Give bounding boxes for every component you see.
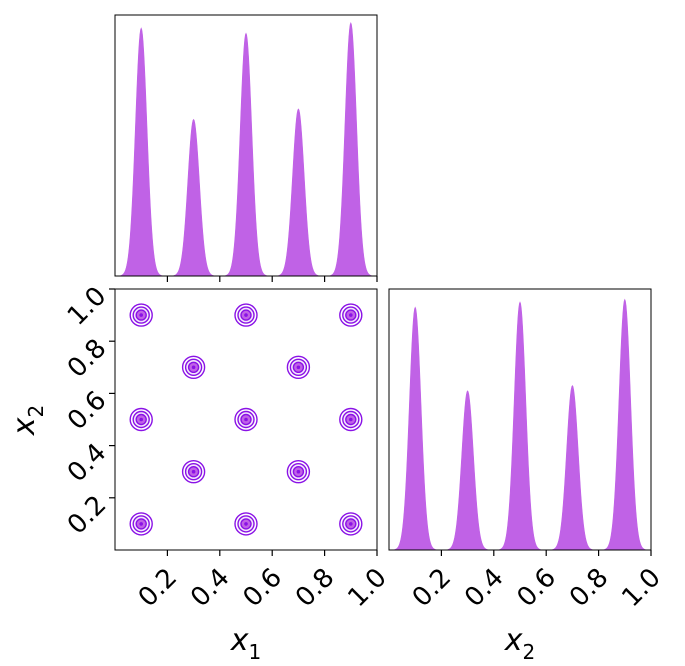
mode-6-center xyxy=(244,417,248,422)
x2-marginal-axis-label: x2 xyxy=(504,623,536,664)
joint-y-tick-label-4: 1.0 xyxy=(62,281,112,331)
marginal-x2-x-tick-label-4: 1.0 xyxy=(616,563,666,613)
joint-frame xyxy=(114,288,378,551)
marginal-x1-panel xyxy=(114,14,378,282)
joint-y-tick-label-0: 0.2 xyxy=(62,490,112,540)
mode-4-center xyxy=(296,365,301,370)
marginal-x2-x-tick-label-0: 0.2 xyxy=(407,563,457,613)
marginal-x1-frame xyxy=(114,14,378,277)
mode-2-center xyxy=(349,313,353,317)
joint-y-tick-label-1: 0.4 xyxy=(62,438,112,488)
mode-3-center xyxy=(191,365,196,370)
marginal-x2-frame xyxy=(388,288,652,551)
x1-axis-label-sub: 1 xyxy=(249,640,262,664)
mode-12-center xyxy=(349,522,353,526)
mode-1-center xyxy=(244,313,248,317)
marginal-x2-density-area xyxy=(388,298,652,551)
mode-11-center xyxy=(244,522,248,526)
joint-x-tick-label-4: 1.0 xyxy=(342,563,392,613)
joint-y-tick-label-2: 0.6 xyxy=(62,386,112,436)
x2-axis-label-base: x xyxy=(7,417,42,436)
joint-x-tick-label-2: 0.6 xyxy=(238,563,288,613)
marginal-x2-x-tick-label-3: 0.8 xyxy=(564,563,614,613)
x2-axis-label: x2 xyxy=(7,405,48,437)
mode-0-center xyxy=(139,313,143,317)
marginal-x2-panel: 0.2 0.4 0.6 0.8 1.0 xyxy=(388,288,667,613)
joint-x-tick-label-1: 0.4 xyxy=(185,563,235,613)
marginal-x1-density-area xyxy=(114,22,378,277)
x1-axis-label: x1 xyxy=(230,623,262,664)
joint-x1-x2-panel: 0.2 0.4 0.6 0.8 1.00.20.40.60.81.0 xyxy=(62,281,393,613)
mode-7-center xyxy=(349,417,353,422)
x2-axis-label-sub: 2 xyxy=(24,405,48,418)
mode-10-center xyxy=(139,522,143,526)
x2-marginal-axis-label-base: x xyxy=(504,623,523,658)
joint-x-tick-label-0: 0.2 xyxy=(133,563,183,613)
marginal-x2-x-tick-label-1: 0.4 xyxy=(459,563,509,613)
joint-x-tick-label-3: 0.8 xyxy=(290,563,340,613)
mode-9-center xyxy=(296,469,301,474)
joint-y-tick-label-3: 0.8 xyxy=(62,333,112,383)
marginal-x2-x-tick-label-2: 0.6 xyxy=(512,563,562,613)
x1-axis-label-base: x xyxy=(230,623,249,658)
x2-marginal-axis-label-sub: 2 xyxy=(523,640,536,664)
mode-8-center xyxy=(191,469,196,474)
mode-5-center xyxy=(139,417,143,422)
